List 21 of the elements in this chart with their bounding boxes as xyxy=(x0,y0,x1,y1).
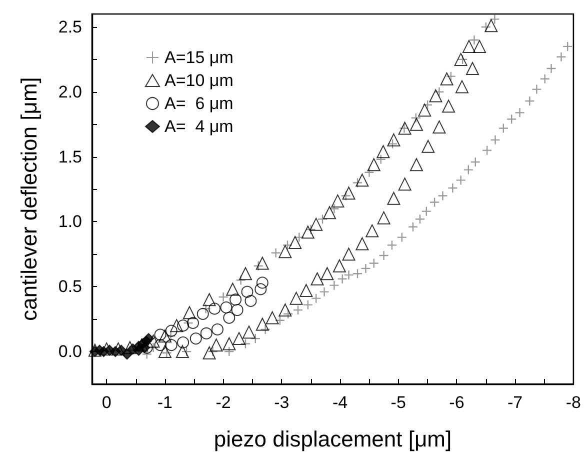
legend-label: A=15 μm xyxy=(164,48,234,67)
y-tick-label: 2.0 xyxy=(58,82,82,102)
legend-label: A=10 μm xyxy=(164,71,234,90)
x-tick-label: -4 xyxy=(332,393,348,412)
legend-label: A= 4 μm xyxy=(164,117,234,136)
y-tick-label: 0.5 xyxy=(58,277,82,296)
x-tick-label: -5 xyxy=(390,393,406,412)
y-tick-label: 1.0 xyxy=(58,212,82,232)
legend-label: A= 6 μm xyxy=(164,94,234,113)
x-tick-label: -8 xyxy=(566,393,582,412)
x-tick-label: -6 xyxy=(449,393,464,412)
x-tick-label: -2 xyxy=(216,393,231,412)
x-tick-label: 0 xyxy=(102,393,112,412)
x-tick-label: -1 xyxy=(157,393,173,412)
y-tick-label: 2.5 xyxy=(58,17,82,36)
x-tick-label: -3 xyxy=(274,393,290,412)
y-tick-label: 1.5 xyxy=(58,147,82,166)
x-tick-label: -7 xyxy=(508,393,523,412)
y-tick-label: 0.0 xyxy=(58,342,82,362)
y-axis-title: cantilever deflection [μm] xyxy=(16,77,42,321)
x-axis-title: piezo displacement [μm] xyxy=(214,426,452,452)
